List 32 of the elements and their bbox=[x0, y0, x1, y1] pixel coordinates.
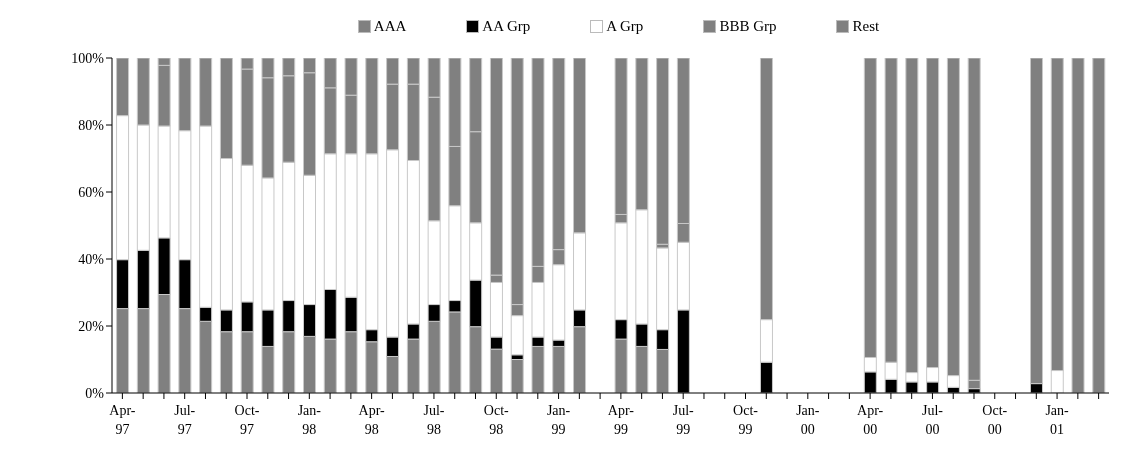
x-tick-label: Jul-99 bbox=[672, 403, 695, 437]
y-tick-label: 60% bbox=[78, 184, 105, 200]
y-tick-label: 20% bbox=[78, 318, 105, 334]
x-tick-label: Jul-98 bbox=[423, 403, 445, 437]
x-tick-label: Jan-00 bbox=[796, 403, 820, 437]
bar bbox=[510, 359, 524, 393]
bar bbox=[656, 58, 670, 245]
y-tick-label: 80% bbox=[78, 117, 105, 133]
x-tick-label: Apr-00 bbox=[857, 403, 884, 437]
y-tick-label: 100% bbox=[71, 50, 105, 66]
x-tick-label: Apr-99 bbox=[607, 403, 635, 437]
legend-label: AA Grp bbox=[481, 18, 531, 35]
bar bbox=[1071, 58, 1085, 393]
x-tick-label: Oct-98 bbox=[483, 403, 510, 437]
x-tick-label: Apr-97 bbox=[109, 403, 136, 437]
x-tick-label: Jul-97 bbox=[174, 403, 196, 437]
y-tick-label: 40% bbox=[78, 251, 105, 267]
x-tick-label: Jan-98 bbox=[297, 403, 322, 437]
x-tick-label: Oct-99 bbox=[733, 403, 759, 437]
legend-label: Rest bbox=[851, 18, 880, 35]
x-tick-label: Apr-98 bbox=[358, 403, 386, 437]
bar bbox=[552, 345, 566, 393]
legend-label: A Grp bbox=[605, 18, 644, 35]
legend-label: BBB Grp bbox=[718, 18, 777, 35]
legend-label: AAA bbox=[372, 18, 407, 35]
x-tick-label: Oct-97 bbox=[234, 403, 260, 437]
y-tick-label: 0% bbox=[85, 385, 105, 401]
x-tick-label: Oct-00 bbox=[982, 403, 1008, 437]
bar bbox=[1092, 58, 1106, 393]
x-tick-label: Jul-00 bbox=[921, 403, 944, 437]
x-tick-label: Jan-01 bbox=[1045, 403, 1070, 437]
x-tick-label: Jan-99 bbox=[546, 403, 571, 437]
